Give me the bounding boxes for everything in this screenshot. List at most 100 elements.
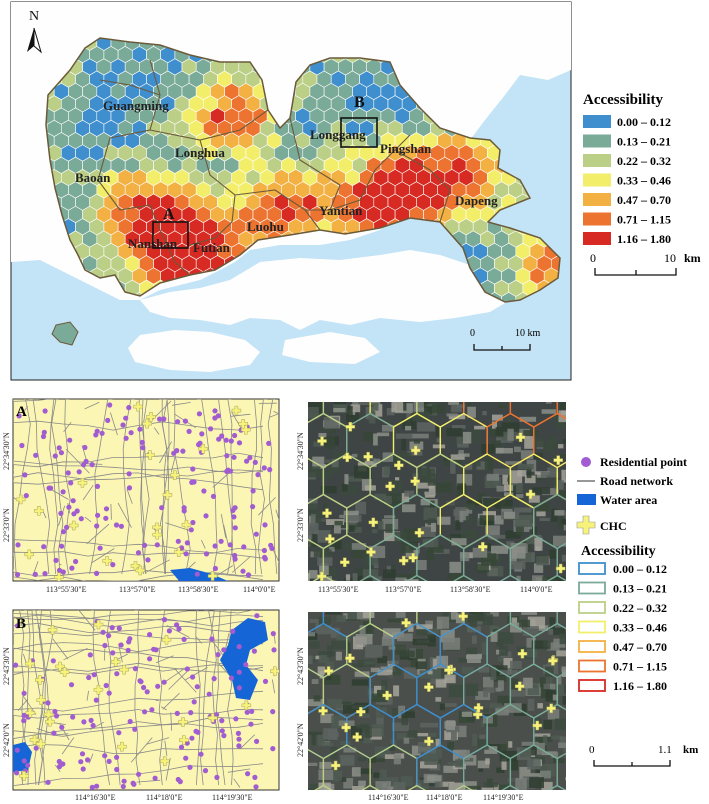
satellite-texture — [317, 741, 334, 747]
satellite-texture — [566, 506, 571, 513]
satellite-texture — [507, 428, 514, 441]
inset-label-b: B — [354, 94, 365, 111]
road — [88, 753, 94, 764]
satellite-texture — [380, 666, 396, 672]
road — [145, 559, 170, 573]
legend-outline-swatch — [578, 581, 606, 595]
satellite-texture — [401, 715, 408, 726]
residential-point — [215, 413, 221, 419]
satellite-texture — [485, 758, 490, 765]
road — [233, 778, 241, 788]
satellite-texture — [308, 577, 315, 581]
chc-marker — [145, 450, 155, 460]
legend-outline-swatch — [578, 659, 606, 673]
satellite-texture — [495, 427, 504, 436]
residential-point — [184, 540, 190, 546]
satellite-texture — [504, 484, 514, 491]
residential-point — [224, 453, 230, 459]
satellite-texture — [404, 528, 421, 541]
road — [13, 459, 264, 474]
satellite-texture — [473, 461, 481, 467]
residential-point — [151, 646, 157, 652]
satellite-texture — [444, 479, 449, 484]
chc-marker — [363, 451, 373, 462]
satellite-texture — [308, 407, 319, 419]
residential-point — [127, 636, 133, 642]
residential-point — [42, 408, 48, 414]
residential-point — [56, 567, 63, 573]
detail-legend: Residential point Road network Water are… — [576, 455, 698, 767]
residential-point — [114, 766, 120, 773]
satellite-texture — [554, 510, 565, 516]
satellite-texture — [487, 566, 504, 577]
residential-point — [40, 433, 47, 440]
residential-point — [269, 545, 275, 552]
road — [231, 411, 242, 429]
satellite-texture — [371, 724, 384, 737]
satellite-texture — [320, 486, 337, 494]
satellite-texture — [553, 476, 558, 488]
satellite-texture — [483, 676, 494, 688]
road — [201, 539, 206, 549]
satellite-texture — [467, 406, 476, 418]
legend-class-label: 0.00 – 0.12 — [613, 562, 667, 576]
satellite-texture — [316, 518, 328, 522]
satellite-texture — [532, 487, 551, 495]
residential-point — [262, 554, 268, 560]
satellite-texture — [376, 717, 384, 727]
road — [61, 737, 75, 755]
residential-point — [107, 402, 113, 408]
satellite-texture — [463, 781, 477, 790]
residential-point — [103, 515, 109, 521]
satellite-texture — [363, 554, 372, 567]
satellite-texture — [531, 640, 548, 649]
satellite-texture — [447, 761, 463, 766]
satellite-texture — [529, 777, 544, 788]
satellite-texture — [526, 648, 538, 658]
residential-point — [244, 458, 250, 464]
residential-point — [76, 469, 82, 475]
road — [13, 744, 264, 754]
residential-point — [219, 433, 225, 439]
chc-marker — [382, 690, 392, 701]
satellite-texture — [510, 689, 526, 697]
residential-point — [142, 709, 148, 715]
satellite-texture — [401, 711, 415, 719]
satellite-texture — [549, 465, 555, 469]
satellite-texture — [362, 621, 373, 634]
satellite-texture — [539, 517, 550, 522]
residential-point — [82, 444, 88, 451]
satellite-texture — [327, 698, 343, 709]
residential-point — [253, 531, 259, 537]
road — [203, 610, 220, 786]
satellite-texture — [435, 425, 440, 437]
satellite-texture — [553, 627, 565, 635]
satellite-texture — [381, 636, 393, 646]
residential-point — [78, 516, 84, 522]
satellite-texture — [512, 546, 526, 559]
road — [82, 484, 94, 501]
satellite-texture — [455, 520, 461, 531]
satellite-texture — [411, 745, 421, 756]
satellite-texture — [446, 428, 463, 437]
satellite-texture — [503, 657, 513, 669]
scalebar-start: 0 — [470, 328, 475, 339]
satellite-texture — [401, 493, 410, 503]
satellite-texture — [329, 546, 335, 552]
residential-point — [41, 429, 47, 435]
satellite-texture — [481, 787, 494, 790]
chc-marker — [207, 713, 218, 723]
chc-marker — [159, 756, 170, 767]
satellite-texture — [509, 561, 526, 570]
satellite-texture — [335, 795, 349, 804]
satellite-texture — [424, 491, 435, 495]
road — [170, 712, 172, 731]
satellite-texture — [383, 569, 396, 578]
satellite-texture — [506, 541, 515, 551]
road — [231, 556, 251, 573]
chc-marker — [93, 684, 104, 695]
road — [13, 614, 264, 628]
satellite-texture — [561, 518, 566, 524]
satellite-texture — [510, 678, 519, 690]
residential-point — [79, 751, 86, 757]
